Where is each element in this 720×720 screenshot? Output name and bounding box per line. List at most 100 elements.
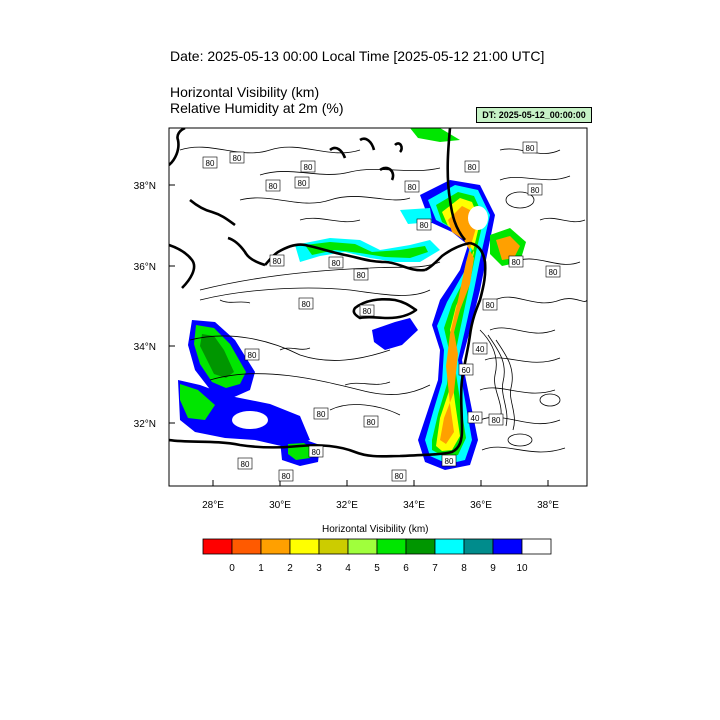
contour-label: 80 [522,141,538,154]
colorbar-swatch [260,538,291,555]
contour-label: 80 [298,297,314,310]
contour-label-text: 80 [282,472,291,481]
colorbar-label: 0 [229,563,235,574]
vis-zone-levant-orange [440,206,476,444]
contour-label-text: 80 [512,258,521,267]
contour-label-text: 80 [357,271,366,280]
contour-label-text: 60 [462,366,471,375]
vis-zone-cyprus-blue [372,318,418,350]
lat-labels: 38°N 36°N 34°N 32°N [134,181,156,430]
contour-label-text: 80 [492,416,501,425]
coastlines [169,128,487,458]
contour-label: 80 [202,156,218,169]
vis-clear-patch [468,206,488,230]
contour-label: 80 [265,179,281,192]
colorbar-swatch [434,538,465,555]
contour-label: 80 [244,348,260,361]
lat-label: 36°N [134,262,156,273]
colorbar-label: 9 [490,563,496,574]
lat-label: 38°N [134,181,156,192]
contour-label-text: 80 [363,307,372,316]
contour-label: 80 [294,176,310,189]
colorbar-swatch [492,538,523,555]
contour-label: 80 [416,218,432,231]
aegean-land [169,128,260,280]
lon-label: 36°E [470,500,492,511]
contour-label: 40 [467,411,483,424]
colorbar-swatch [521,538,552,555]
colorbar-swatch [289,538,320,555]
contour-label: 80 [269,254,285,267]
contour-label-text: 40 [471,414,480,423]
lon-label: 34°E [403,500,425,511]
date-line: Date: 2025-05-13 00:00 Local Time [2025-… [170,48,545,64]
contour-label: 80 [229,151,245,164]
contour-label-text: 80 [332,259,341,268]
vis-clear-patch-2 [232,411,268,429]
contour-label-text: 80 [408,183,417,192]
colorbar-label: 1 [258,563,264,574]
humidity-contours [179,146,587,453]
contour-label: 80 [359,304,375,317]
contour-label-text: 80 [531,186,540,195]
contour-label: 80 [363,415,379,428]
contour-label-text: 80 [312,448,321,457]
colorbar-swatch [202,538,233,555]
contour-label: 80 [545,265,561,278]
contour-label-text: 80 [241,460,250,469]
dt-label-box: DT: 2025-05-12_00:00:00 [476,107,592,123]
contour-label-text: 80 [317,410,326,419]
contour-label: 80 [482,298,498,311]
contour-label: 80 [404,180,420,193]
contour-label: 80 [308,445,324,458]
map-frame [168,127,588,487]
contour-label-text: 80 [206,159,215,168]
axis-ticks [169,184,549,486]
contour-label: 80 [391,469,407,482]
colorbar-label: 5 [374,563,380,574]
contour-label-text: 40 [476,345,485,354]
contour-label: 80 [508,255,524,268]
contour-label: 80 [464,160,480,173]
contour-label: 80 [527,183,543,196]
contour-label: 40 [472,342,488,355]
lon-labels: 28°E 30°E 32°E 34°E 36°E 38°E [202,500,559,511]
colorbar [202,538,552,555]
contour-label-text: 80 [304,163,313,172]
lon-label: 38°E [537,500,559,511]
vis-zone-libya-darkgreen [200,334,234,378]
contour-label-text: 80 [233,154,242,163]
contour-label-text: 80 [420,221,429,230]
lat-label: 32°N [134,419,156,430]
contour-label: 80 [313,407,329,420]
colorbar-swatch [231,538,262,555]
contour-label-text: 80 [298,179,307,188]
contour-label-text: 80 [468,163,477,172]
colorbar-label: 4 [345,563,351,574]
contour-label: 80 [488,413,504,426]
colorbar-label: 8 [461,563,467,574]
lon-label: 30°E [269,500,291,511]
contour-label: 80 [278,469,294,482]
contour-label-text: 80 [526,144,535,153]
lon-label: 28°E [202,500,224,511]
contour-label-text: 80 [486,301,495,310]
title-humidity: Relative Humidity at 2m (%) [170,100,344,116]
colorbar-swatch [318,538,349,555]
vis-zone-libya2-cyan [180,384,215,420]
colorbar-title: Horizontal Visibility (km) [322,524,429,535]
contour-label: 80 [328,256,344,269]
contour-label: 80 [237,457,253,470]
contour-label-text: 80 [302,300,311,309]
contour-label: 80 [300,160,316,173]
colorbar-swatch [405,538,436,555]
colorbar-swatch [347,538,378,555]
lat-label: 34°N [134,342,156,353]
contour-label: 60 [458,363,474,376]
colorbar-label: 2 [287,563,293,574]
colorbar-label: 6 [403,563,409,574]
colorbar-swatch [463,538,494,555]
colorbar-label: 10 [516,563,528,574]
contour-label: 80 [353,268,369,281]
